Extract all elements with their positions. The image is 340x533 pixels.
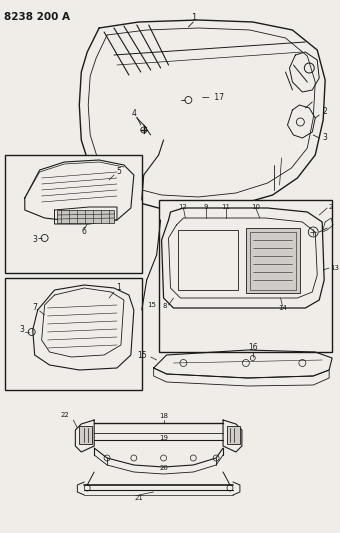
Text: 7: 7 [32,303,37,312]
Text: 21: 21 [134,495,143,501]
Text: 16: 16 [248,343,258,352]
Text: 19: 19 [159,435,168,441]
Text: 10: 10 [251,204,260,210]
Text: 15: 15 [147,302,156,308]
Bar [79,426,92,444]
Text: 6: 6 [82,228,87,237]
Text: 2: 2 [329,204,333,210]
Bar [5,155,142,273]
Bar [57,210,114,223]
Bar [183,251,199,263]
Bar [183,235,199,247]
Bar [5,278,142,390]
Text: 18: 18 [159,413,168,419]
Bar [227,426,240,444]
Bar [178,230,238,290]
Bar [205,267,221,279]
Text: 9: 9 [204,204,208,210]
Bar [205,251,221,263]
Text: 4: 4 [131,109,136,118]
Text: 3: 3 [19,326,24,335]
Text: 22: 22 [61,412,69,418]
Text: 12: 12 [178,204,187,210]
Text: —  17: — 17 [202,93,224,102]
Text: 3: 3 [32,236,37,245]
Text: 8: 8 [162,303,167,309]
Bar [205,235,221,247]
Bar [159,200,332,352]
Text: 1: 1 [117,284,121,293]
Text: 3: 3 [323,133,328,142]
Text: 2: 2 [323,108,327,117]
Text: 14: 14 [278,305,287,311]
Text: 13: 13 [330,265,340,271]
Text: 5: 5 [117,167,121,176]
Text: 8238 200 A: 8238 200 A [4,12,70,22]
Text: 15: 15 [137,351,147,359]
Bar [183,267,199,279]
Bar [250,232,296,290]
Bar [246,228,300,293]
Text: 20: 20 [159,465,168,471]
Text: 1: 1 [191,13,196,22]
Text: 11: 11 [222,204,231,210]
